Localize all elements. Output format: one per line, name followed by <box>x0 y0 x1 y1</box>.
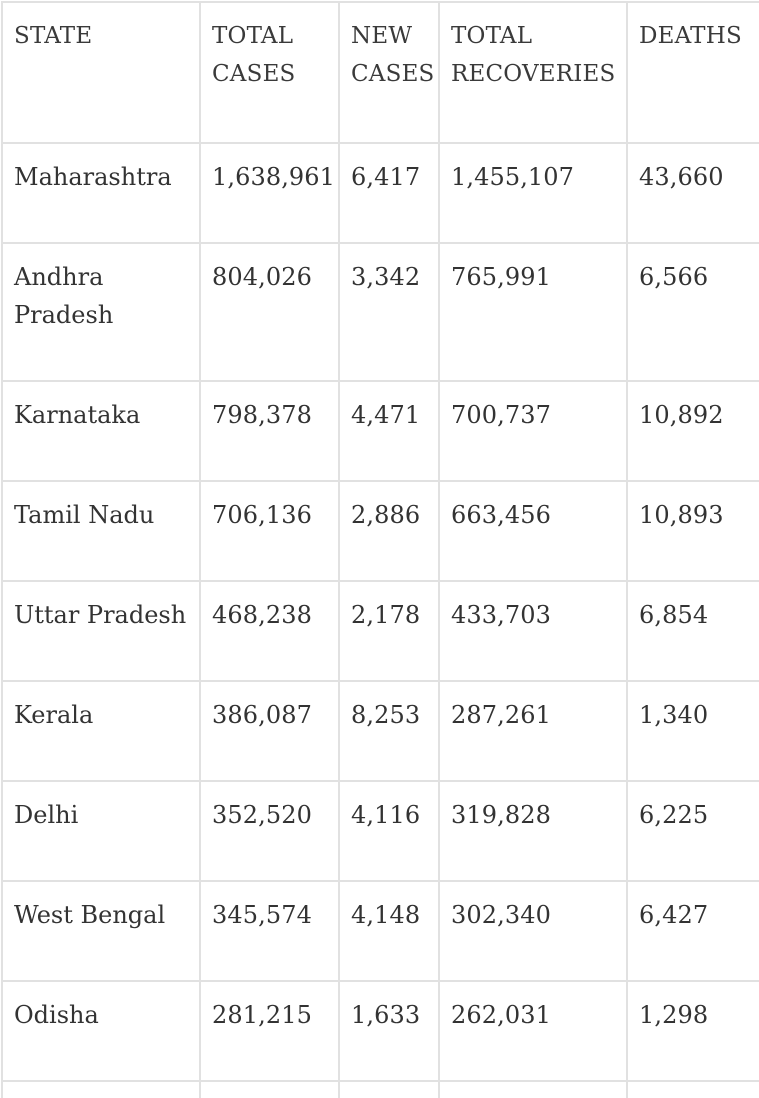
cell-deaths: 6,427 <box>626 880 759 982</box>
table-row: Odisha 281,215 1,633 262,031 1,298 <box>1 980 759 1082</box>
cell-total-cases: 804,026 <box>199 242 340 382</box>
table-row: Tamil Nadu 706,136 2,886 663,456 10,893 <box>1 480 759 582</box>
cell-new-cases: 4,148 <box>338 880 440 982</box>
cell-deaths: 6,854 <box>626 580 759 682</box>
cell-total-recoveries: 765,991 <box>438 242 628 382</box>
cell-total-recoveries: 302,340 <box>438 880 628 982</box>
cell-deaths: 1,340 <box>626 680 759 782</box>
cell-state: Uttar Pradesh <box>1 580 201 682</box>
cell-new-cases: 8,253 <box>338 680 440 782</box>
cell-state: Maharashtra <box>1 142 201 244</box>
cell-deaths: 10,893 <box>626 480 759 582</box>
cell-new-cases: 2,178 <box>338 580 440 682</box>
cell-new-cases: 4,471 <box>338 380 440 482</box>
cell-total-cases: 468,238 <box>199 580 340 682</box>
cell-total-cases: 1,638,961 <box>199 142 340 244</box>
cell-total-recoveries: 262,031 <box>438 980 628 1082</box>
cell-new-cases: 2,886 <box>338 480 440 582</box>
cell-state: Tamil Nadu <box>1 480 201 582</box>
cell-deaths: 43,660 <box>626 142 759 244</box>
cell-deaths: 10,892 <box>626 380 759 482</box>
cell-state: Kerala <box>1 680 201 782</box>
cell-total-recoveries: 700,737 <box>438 380 628 482</box>
cell-state: Karnataka <box>1 380 201 482</box>
cell-deaths: 6,566 <box>626 242 759 382</box>
cell-total-cases: 706,136 <box>199 480 340 582</box>
table-row: Karnataka 798,378 4,471 700,737 10,892 <box>1 380 759 482</box>
cell-total-cases: 345,574 <box>199 880 340 982</box>
cell-new-cases: 6,417 <box>338 142 440 244</box>
header-deaths: DEATHS <box>626 1 759 144</box>
cell-deaths: 6,225 <box>626 780 759 882</box>
cell-total-recoveries: 287,261 <box>438 680 628 782</box>
cell-new-cases: 1,633 <box>338 980 440 1082</box>
table-row: Uttar Pradesh 468,238 2,178 433,703 6,85… <box>1 580 759 682</box>
table-row: Maharashtra 1,638,961 6,417 1,455,107 43… <box>1 142 759 244</box>
header-total-cases: TOTAL CASES <box>199 1 340 144</box>
cell-total-recoveries: 1,455,107 <box>438 142 628 244</box>
cell-total-cases: 798,378 <box>199 380 340 482</box>
cell-new-cases: 3,342 <box>338 242 440 382</box>
cell-total-cases: 352,520 <box>199 780 340 882</box>
cell-state: Odisha <box>1 980 201 1082</box>
cell-state: Delhi <box>1 780 201 882</box>
cell-total-recoveries: 319,828 <box>438 780 628 882</box>
cell-total-cases: 281,215 <box>199 980 340 1082</box>
table-row: Delhi 352,520 4,116 319,828 6,225 <box>1 780 759 882</box>
cell-total-cases: 386,087 <box>199 680 340 782</box>
cell-state: West Bengal <box>1 880 201 982</box>
cell-total-recoveries: 433,703 <box>438 580 628 682</box>
table-row: Kerala 386,087 8,253 287,261 1,340 <box>1 680 759 782</box>
header-state: STATE <box>1 1 201 144</box>
cell-new-cases: 4,116 <box>338 780 440 882</box>
table-row: West Bengal 345,574 4,148 302,340 6,427 <box>1 880 759 982</box>
header-new-cases: NEW CASES <box>338 1 440 144</box>
header-total-recoveries: TOTAL RECOVERIES <box>438 1 628 144</box>
cell-total-recoveries: 663,456 <box>438 480 628 582</box>
table-header-row: STATE TOTAL CASES NEW CASES TOTAL RECOVE… <box>1 1 759 144</box>
cell-state: Andhra Pradesh <box>1 242 201 382</box>
table-row: Andhra Pradesh 804,026 3,342 765,991 6,5… <box>1 242 759 382</box>
cell-deaths: 1,298 <box>626 980 759 1082</box>
